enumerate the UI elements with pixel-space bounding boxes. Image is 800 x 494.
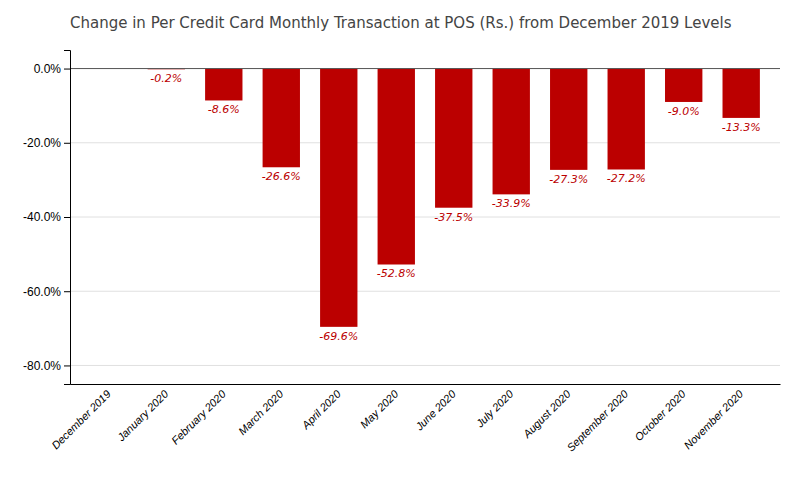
data-label: -27.2%: [607, 172, 646, 185]
grid-line: [70, 217, 780, 218]
tick-label: 0.0%: [34, 62, 62, 76]
tick-label: July 2020: [473, 387, 516, 430]
tick: March 2020: [236, 387, 286, 437]
axis-line: [71, 384, 781, 385]
tick-mark: [64, 365, 70, 366]
bars: [148, 69, 760, 327]
zero-line: [70, 68, 780, 69]
data-label: -33.9%: [492, 197, 531, 210]
bar: [263, 69, 300, 168]
axis-line: [64, 51, 71, 385]
tick-mark: [64, 291, 70, 292]
grid-line: [70, 68, 780, 69]
tick-label: June 2020: [412, 387, 458, 433]
tick-label: -20.0%: [23, 136, 61, 150]
chart: 0.0% -20.0% -40.0% -60.0% -80.0% December 201…: [0, 0, 800, 494]
grid-line: [70, 142, 780, 143]
tick-mark: [64, 69, 70, 70]
data-label: -37.5%: [434, 211, 473, 224]
data-label: -52.8%: [377, 267, 416, 280]
tick: -40.0%: [23, 210, 70, 224]
data-label: -27.3%: [549, 173, 588, 186]
grid-line: [70, 291, 780, 292]
tick: April 2020: [299, 387, 344, 432]
tick-label: October 2020: [632, 387, 688, 443]
tick: November 2020: [681, 387, 745, 451]
tick: February 2020: [169, 387, 229, 447]
tick: June 2020: [412, 387, 458, 433]
bar: [665, 69, 702, 102]
tick: July 2020: [473, 387, 516, 430]
tick-label: April 2020: [299, 387, 344, 432]
tick: -60.0%: [23, 285, 70, 299]
tick-label: -40.0%: [23, 210, 61, 224]
tick-mark: [64, 143, 70, 144]
data-label: -0.2%: [150, 72, 182, 85]
tick: January 2020: [114, 387, 171, 444]
bar: [435, 69, 472, 208]
data-label: -26.6%: [262, 170, 301, 183]
tick-label: -80.0%: [23, 359, 61, 373]
data-label: -69.6%: [319, 330, 358, 343]
tick: August 2020: [520, 387, 573, 440]
plot: 0.0% -20.0% -40.0% -60.0% -80.0% December 201…: [23, 51, 781, 454]
tick: May 2020: [358, 387, 401, 430]
tick-label: November 2020: [681, 387, 745, 451]
y-axis: 0.0% -20.0% -40.0% -60.0% -80.0%: [23, 51, 71, 385]
tick-label: February 2020: [169, 387, 229, 447]
bar: [205, 69, 242, 101]
bar: [608, 69, 645, 170]
grid: [70, 69, 780, 366]
grid-line: [70, 365, 780, 366]
tick-label: -60.0%: [23, 285, 61, 299]
tick: 0.0%: [34, 62, 70, 76]
tick-label: August 2020: [520, 387, 573, 440]
tick: December 2019: [49, 388, 113, 452]
tick-mark: [64, 217, 70, 218]
data-label: -8.6%: [208, 103, 240, 116]
tick-label: December 2019: [49, 388, 113, 452]
bar: [550, 69, 587, 170]
tick: -80.0%: [23, 359, 70, 373]
tick-label: January 2020: [114, 387, 171, 444]
data-labels: -0.2% -8.6% -26.6% -69.6% -52.8% -37.5% -33.9%…: [150, 72, 760, 343]
tick-label: May 2020: [358, 387, 401, 430]
bar: [493, 69, 530, 195]
tick-label: March 2020: [236, 387, 286, 437]
x-axis: December 2019January 2020February 2020Ma…: [49, 385, 780, 454]
bar: [723, 69, 760, 118]
data-label: -9.0%: [668, 105, 700, 118]
data-label: -13.3%: [722, 121, 761, 134]
tick: October 2020: [632, 387, 688, 443]
bar: [320, 69, 357, 327]
tick: -20.0%: [23, 136, 70, 150]
bar: [378, 69, 415, 265]
title: Change in Per Credit Card Monthly Transa…: [70, 14, 732, 32]
tick-label: September 2020: [564, 387, 631, 454]
tick: September 2020: [564, 387, 631, 454]
